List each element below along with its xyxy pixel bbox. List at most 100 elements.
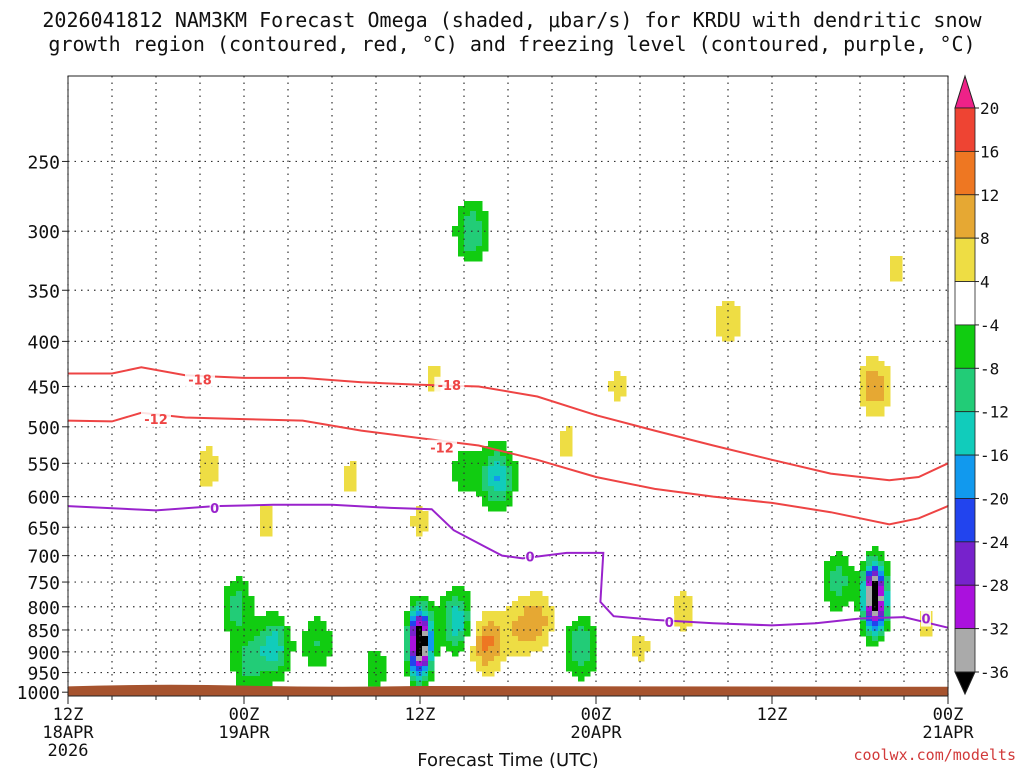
omega-cell xyxy=(242,681,249,687)
omega-cell xyxy=(872,621,879,627)
omega-cell xyxy=(482,466,489,472)
omega-cell xyxy=(860,576,867,582)
omega-cell xyxy=(506,496,513,502)
omega-cell xyxy=(230,641,237,647)
contour-label-bg xyxy=(921,610,931,627)
omega-cell xyxy=(458,586,465,592)
omega-cell xyxy=(458,476,465,482)
omega-cell xyxy=(854,606,861,612)
omega-cell xyxy=(278,661,285,667)
omega-cell xyxy=(410,651,417,657)
omega-cell xyxy=(482,496,489,502)
omega-cell xyxy=(494,496,501,502)
omega-cell xyxy=(866,611,873,617)
omega-cell xyxy=(872,586,879,592)
omega-cell xyxy=(410,666,417,672)
omega-cell xyxy=(452,651,459,657)
omega-cell xyxy=(614,386,621,392)
omega-cell xyxy=(872,546,879,552)
omega-cell xyxy=(890,271,897,277)
omega-cell xyxy=(494,506,501,512)
omega-cell xyxy=(632,641,639,647)
omega-cell xyxy=(452,226,459,232)
omega-cell xyxy=(488,671,495,677)
omega-cell xyxy=(422,656,429,662)
omega-cell xyxy=(716,326,723,332)
contour-label: 0 xyxy=(525,551,534,566)
omega-cell xyxy=(278,636,285,642)
omega-cell xyxy=(716,331,723,337)
omega-cell xyxy=(404,616,411,622)
omega-cell xyxy=(860,376,867,382)
omega-cell xyxy=(488,481,495,487)
omega-cell xyxy=(680,611,687,617)
omega-cell xyxy=(278,666,285,672)
omega-cell xyxy=(506,606,513,612)
omega-cell xyxy=(482,226,489,232)
contour-label: 0 xyxy=(665,616,674,631)
omega-cell xyxy=(212,456,219,462)
omega-cell xyxy=(572,656,579,662)
omega-cell xyxy=(476,486,483,492)
omega-cell xyxy=(230,636,237,642)
omega-cell xyxy=(878,626,885,632)
contour-line xyxy=(68,366,949,482)
omega-cell xyxy=(284,641,291,647)
omega-cell xyxy=(518,636,525,642)
omega-cell xyxy=(428,641,435,647)
omega-cell xyxy=(284,661,291,667)
omega-cell xyxy=(242,621,249,627)
omega-cell xyxy=(686,621,693,627)
omega-cell xyxy=(866,636,873,642)
omega-cell xyxy=(896,276,903,282)
omega-cell xyxy=(242,591,249,597)
omega-cell xyxy=(500,651,507,657)
omega-cell xyxy=(410,616,417,622)
omega-cell xyxy=(872,371,879,377)
omega-cell xyxy=(458,631,465,637)
omega-cell xyxy=(860,626,867,632)
omega-cell xyxy=(524,621,531,627)
omega-cell xyxy=(266,671,273,677)
omega-cell xyxy=(476,461,483,467)
omega-cell xyxy=(230,586,237,592)
omega-cell xyxy=(326,646,333,652)
omega-cell xyxy=(860,366,867,372)
omega-cell xyxy=(482,661,489,667)
omega-cell xyxy=(482,211,489,217)
omega-cell xyxy=(248,626,255,632)
omega-cell xyxy=(512,461,519,467)
omega-cell xyxy=(686,601,693,607)
omega-cell xyxy=(476,231,483,237)
omega-cell xyxy=(560,451,567,457)
omega-cell xyxy=(884,621,891,627)
omega-cell xyxy=(476,636,483,642)
omega-cell xyxy=(212,466,219,472)
omega-cell xyxy=(254,641,261,647)
omega-cell xyxy=(422,516,429,522)
omega-cell xyxy=(542,631,549,637)
omega-cell xyxy=(860,581,867,587)
omega-cell xyxy=(410,516,417,522)
omega-cell xyxy=(854,596,861,602)
omega-cell xyxy=(548,611,555,617)
omega-cell xyxy=(896,271,903,277)
omega-cell xyxy=(866,626,873,632)
omega-cell xyxy=(488,506,495,512)
omega-cell xyxy=(566,431,573,437)
omega-cell xyxy=(878,606,885,612)
omega-cell xyxy=(830,576,837,582)
omega-cell xyxy=(494,446,501,452)
omega-cell xyxy=(224,596,231,602)
omega-cell xyxy=(236,651,243,657)
omega-cell xyxy=(500,616,507,622)
omega-cell xyxy=(896,261,903,267)
omega-cell xyxy=(500,456,507,462)
omega-cell xyxy=(518,631,525,637)
contour-layer: -18 -18 -12 -12 0 0 0 0 xyxy=(67,366,949,631)
omega-cell xyxy=(488,631,495,637)
omega-cell xyxy=(488,661,495,667)
omega-cell xyxy=(512,636,519,642)
omega-cell xyxy=(854,581,861,587)
omega-cell xyxy=(728,316,735,322)
